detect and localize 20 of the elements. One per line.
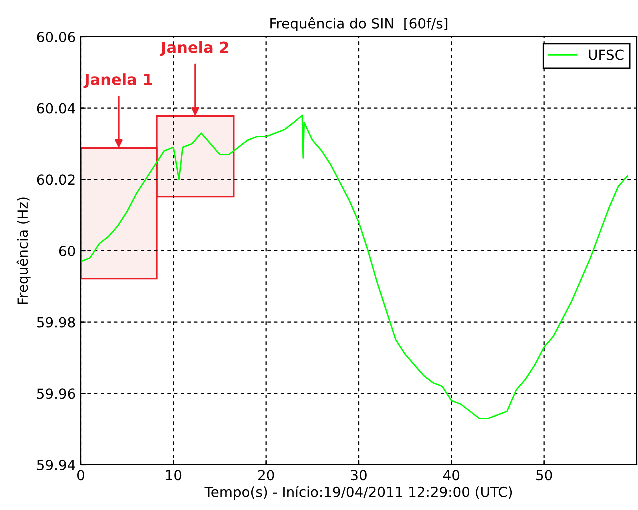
- y-tick-label: 59.96: [37, 388, 76, 400]
- y-tick-label: 60.04: [37, 103, 76, 114]
- y-tick-label: 60.02: [37, 174, 75, 186]
- x-tick-label: 50: [536, 470, 552, 481]
- band-label: Janela 2: [160, 41, 228, 56]
- x-tick-label: 40: [444, 470, 460, 481]
- chart-title: Frequência do SIN [60f/s]: [270, 18, 448, 32]
- x-tick-label: 10: [166, 470, 182, 481]
- y-axis-title: Frequência (Hz): [16, 198, 31, 304]
- y-tick-label: 60: [59, 246, 76, 256]
- x-axis-title: Tempo(s) - Início:19/04/2011 12:29:00 (UTC): [204, 486, 512, 500]
- band-label: Janela 1: [84, 74, 152, 88]
- y-tick-label: 60.06: [37, 32, 76, 42]
- legend-label: UFSC: [589, 50, 624, 60]
- x-tick-label: 0: [77, 470, 84, 481]
- x-tick-label: 30: [351, 470, 367, 481]
- y-tick-label: 59.98: [37, 317, 76, 328]
- line-series: [81, 114, 628, 420]
- x-tick-label: 20: [258, 470, 274, 481]
- y-tick-label: 59.94: [37, 460, 76, 470]
